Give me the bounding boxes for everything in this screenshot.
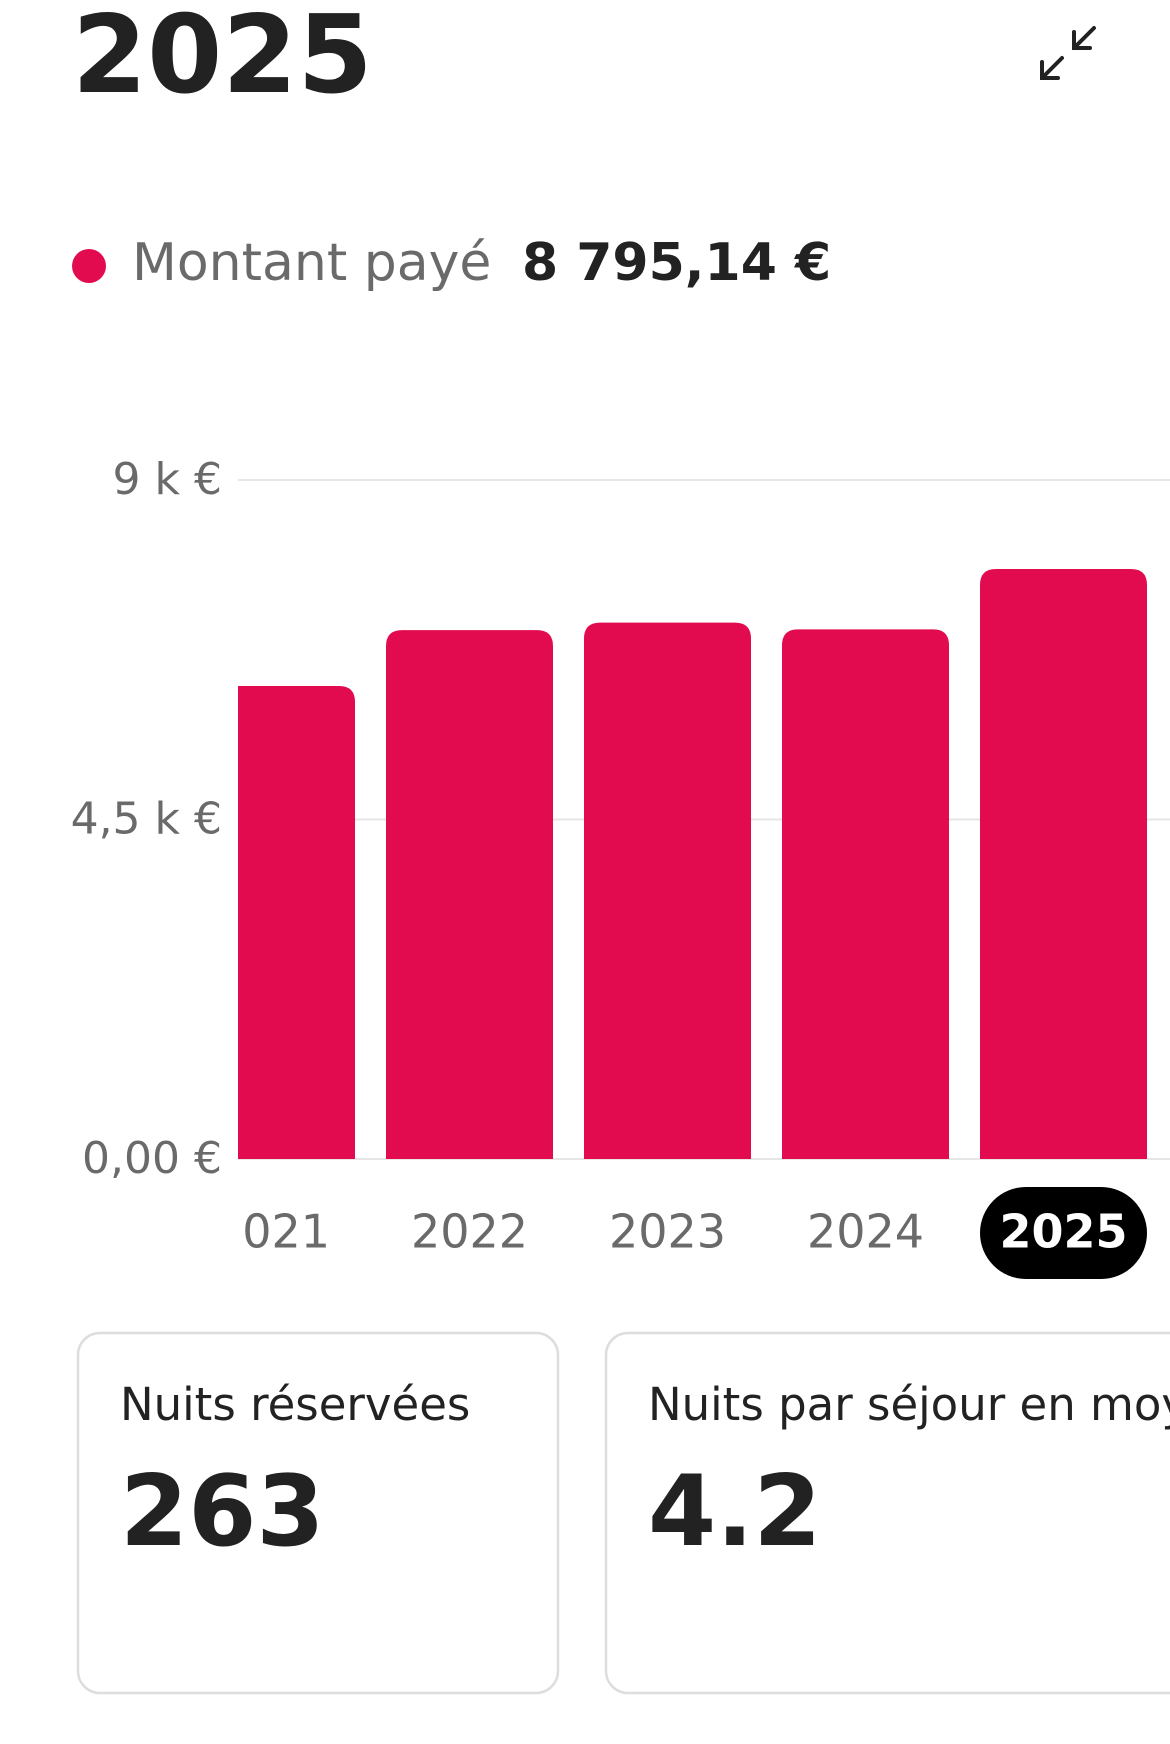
legend-value: 8 795,14 €	[522, 233, 831, 293]
x-tick-label[interactable]: 2024	[807, 1205, 924, 1259]
bar	[386, 630, 553, 1159]
y-tick-label: 9 k €	[113, 454, 222, 505]
bar	[782, 629, 949, 1159]
x-tick-label[interactable]: 2022	[411, 1205, 528, 1259]
x-tick-label[interactable]: 2023	[609, 1205, 726, 1259]
x-tick-label[interactable]: 2025	[999, 1205, 1127, 1259]
bar	[584, 622, 751, 1159]
y-tick-label: 0,00 €	[82, 1133, 222, 1184]
card-label: Nuits par séjour en moyenne	[648, 1378, 1170, 1431]
bars: 2021 2022 2023 2024 2025	[213, 569, 1147, 1279]
legend-dot	[72, 249, 106, 283]
legend-name: Montant payé	[132, 233, 491, 293]
card[interactable]: Nuits par séjour en moyenne 4.2	[604, 1331, 1170, 1695]
card-label: Nuits réservées	[120, 1378, 470, 1431]
x-tick-label[interactable]: 2021	[213, 1205, 330, 1259]
card[interactable]: Nuits réservées 263	[76, 1331, 560, 1695]
plot: 0,00 € 4,5 k € 9 k € 2021 2022 2023 2024 2025	[71, 454, 1170, 1279]
card-value: 4.2	[648, 1455, 822, 1569]
card-value: 263	[120, 1455, 325, 1569]
y-tick-label: 4,5 k €	[71, 794, 222, 845]
collapse-icon[interactable]	[1040, 26, 1096, 80]
bar	[238, 685, 355, 1159]
legend: Montant payé 8 795,14 €	[132, 233, 831, 293]
bar	[980, 569, 1147, 1159]
page-title: 2025	[72, 0, 373, 118]
selected-year-pill	[980, 1187, 1147, 1279]
